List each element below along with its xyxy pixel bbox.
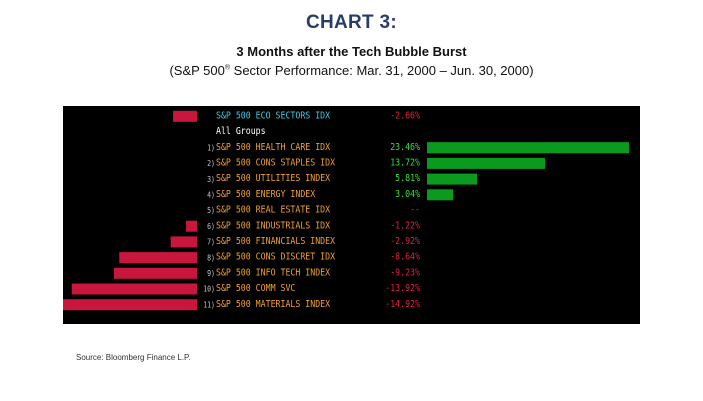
index-bar: [173, 110, 197, 122]
sector-performance-panel: S&P 500 ECO SECTORS IDX -2.66% All Groups 1…: [63, 106, 640, 324]
sector-label: S&P 500 ENERGY INDEX: [216, 189, 316, 200]
chart-subtitle: 3 Months after the Tech Bubble Burst: [236, 44, 467, 59]
sector-value-label: -9.23%: [390, 268, 420, 279]
sector-label: S&P 500 UTILITIES INDEX: [216, 174, 331, 185]
sector-value-label: 13.72%: [390, 158, 420, 169]
sector-rank: 9): [207, 268, 215, 278]
chart-title: CHART 3:: [305, 12, 398, 33]
sector-bar-chart: S&P 500 ECO SECTORS IDX -2.66%All Groups1…: [63, 110, 629, 311]
sector-rank: 8): [207, 253, 215, 263]
sector-label: S&P 500 INDUSTRIALS IDX: [216, 221, 331, 232]
sector-rank: 10): [203, 284, 215, 294]
sector-value-label: --: [410, 205, 420, 216]
sector-rank: 3): [207, 174, 215, 184]
sector-rank: 4): [207, 190, 215, 200]
sector-label: S&P 500 HEALTH CARE IDX: [216, 142, 331, 153]
sector-bar: [71, 283, 197, 295]
group-header-label: All Groups: [216, 127, 266, 138]
sector-rank: 5): [207, 206, 215, 216]
sector-label: S&P 500 REAL ESTATE IDX: [216, 205, 331, 216]
sector-value-label: 3.04%: [395, 189, 420, 200]
sector-value-label: -2.92%: [390, 237, 420, 248]
sector-bar: [63, 299, 197, 311]
sector-bar: [170, 236, 197, 248]
sector-value-label: -14.92%: [385, 299, 420, 310]
sector-bar: [427, 142, 629, 154]
sector-value-label: 5.81%: [395, 174, 420, 185]
sector-rank: 1): [207, 143, 215, 153]
sector-label: S&P 500 CONS DISCRET IDX: [216, 252, 336, 263]
chart-date-range: (S&P 500® Sector Performance: Mar. 31, 2…: [0, 63, 703, 78]
sector-value-label: -13.92%: [385, 284, 420, 295]
sector-value-label: 23.46%: [390, 142, 420, 153]
sector-bar: [427, 173, 478, 185]
sector-label: S&P 500 CONS STAPLES IDX: [216, 158, 336, 169]
sector-value-label: -1.22%: [390, 221, 420, 232]
sector-label: S&P 500 FINANCIALS INDEX: [216, 237, 336, 248]
sector-bar: [186, 220, 197, 232]
date-range-prefix: (S&P 500: [169, 63, 225, 78]
sector-rank: 7): [207, 237, 215, 247]
sector-bar: [427, 157, 546, 169]
sector-label: S&P 500 MATERIALS INDEX: [216, 299, 331, 310]
sector-bar: [427, 189, 454, 201]
sector-bar: [119, 252, 197, 264]
sector-label: S&P 500 INFO TECH INDEX: [216, 268, 331, 279]
sector-rank: 6): [207, 221, 215, 231]
sector-rank: 11): [203, 300, 215, 310]
sector-value-label: -8.64%: [390, 252, 420, 263]
index-label: S&P 500 ECO SECTORS IDX: [216, 111, 331, 122]
index-value-label: -2.66%: [390, 111, 420, 122]
sector-bar: [113, 267, 197, 279]
source-note: Source: Bloomberg Finance L.P.: [76, 353, 191, 362]
sector-label: S&P 500 COMM SVC: [216, 284, 295, 295]
sector-rank: 2): [207, 159, 215, 169]
registered-mark: ®: [224, 64, 231, 72]
date-range-suffix: Sector Performance: Mar. 31, 2000 – Jun.…: [230, 63, 534, 78]
